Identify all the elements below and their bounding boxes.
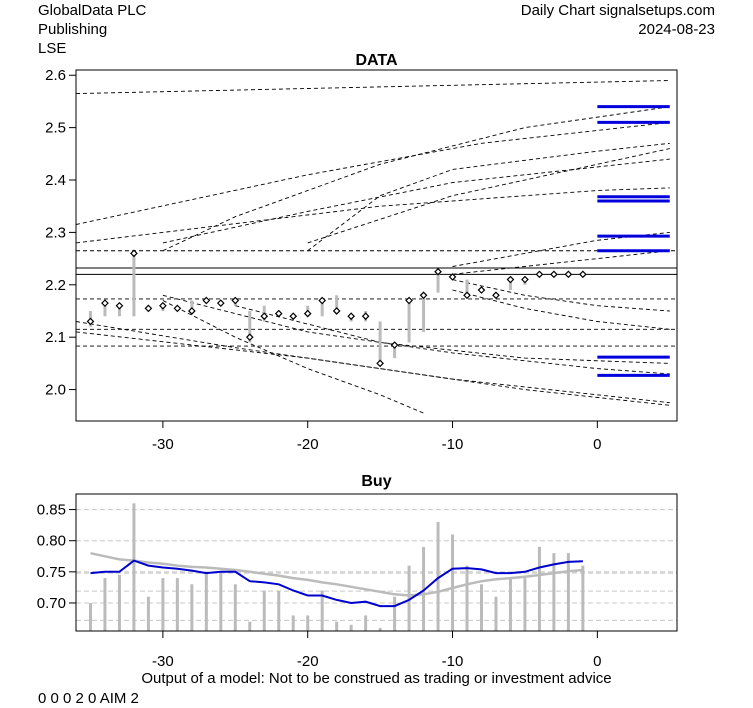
price-close-marker <box>521 275 529 284</box>
price-close-marker <box>463 291 471 300</box>
buy-x-tick-label: -20 <box>297 653 319 670</box>
price-close-marker <box>535 270 544 279</box>
dashed-trend-curve <box>235 305 670 364</box>
price-close-marker <box>86 317 95 326</box>
price-x-tick-label: 0 <box>593 436 601 453</box>
price-y-tick-label: 2.2 <box>45 277 66 294</box>
price-close-marker <box>564 270 573 279</box>
price-close-marker <box>405 296 413 305</box>
exchange-name: LSE <box>38 40 67 57</box>
dashed-trend-curve <box>452 279 670 312</box>
price-x-tick-label: -10 <box>442 436 464 453</box>
price-close-marker <box>332 307 341 315</box>
price-x-tick-label: -20 <box>297 436 319 453</box>
price-close-marker <box>492 291 500 300</box>
price-close-marker <box>434 267 442 276</box>
price-close-marker <box>216 299 225 307</box>
price-close-marker <box>376 359 384 368</box>
price-y-tick-label: 2.5 <box>45 120 66 137</box>
dashed-trend-curve <box>162 158 670 244</box>
price-close-marker <box>303 309 312 318</box>
price-plot-area <box>76 80 677 414</box>
price-y-tick-label: 2.3 <box>45 224 66 241</box>
dashed-trend-curve <box>162 300 424 414</box>
price-y-tick-label: 2.6 <box>45 67 66 84</box>
header-right: Daily Chart signalsetups.com 2024-08-23 <box>521 1 715 39</box>
disclaimer-text: Output of a model: Not to be construed a… <box>141 670 612 687</box>
price-close-marker <box>318 296 327 305</box>
dashed-trend-curve <box>162 106 670 252</box>
price-panel: DATA -30 -20 -10 0 2.0 2.1 2.2 2.3 2.4 2.5 2.6 <box>45 52 678 453</box>
dashed-trend-curve <box>76 187 670 244</box>
price-close-marker <box>202 296 211 305</box>
price-close-marker <box>130 249 138 258</box>
status-codes: 0 0 0 2 0 AIM 2 <box>38 690 139 707</box>
buy-x-tick-label: 0 <box>593 653 601 670</box>
price-close-marker <box>506 275 515 284</box>
price-plot-frame <box>75 69 678 422</box>
price-close-marker <box>419 291 428 300</box>
dashed-trend-curve <box>76 321 670 406</box>
price-close-marker <box>274 309 283 318</box>
buy-series-line-blue <box>90 559 583 608</box>
buy-panel: Buy -30 -20 -10 0 0.70 0.75 0.80 0.85 <box>37 473 678 670</box>
price-chart-title: DATA <box>355 52 398 69</box>
buy-y-tick-label: 0.70 <box>37 595 66 612</box>
dashed-trend-curve <box>162 294 670 375</box>
dashed-trend-curve <box>76 121 670 225</box>
price-y-tick-label: 2.4 <box>45 172 66 189</box>
price-close-marker <box>188 307 196 315</box>
price-y-tick-label: 2.1 <box>45 329 66 346</box>
buy-y-tick-label: 0.75 <box>37 564 66 581</box>
price-close-marker <box>159 301 167 310</box>
price-close-marker <box>245 333 254 342</box>
dashed-trend-curve <box>452 289 670 330</box>
company-name: GlobalData PLC <box>38 2 147 19</box>
buy-plot-frame <box>75 493 678 632</box>
price-close-marker <box>579 270 587 279</box>
buy-plot-area <box>76 503 677 631</box>
price-close-marker <box>347 312 356 321</box>
buy-x-tick-label: -30 <box>152 653 174 670</box>
price-close-marker <box>231 296 240 305</box>
price-close-marker <box>361 312 370 321</box>
price-close-marker <box>390 341 399 349</box>
dashed-trend-curve <box>76 331 670 404</box>
price-y-tick-label: 2.0 <box>45 382 66 399</box>
price-close-marker <box>550 270 558 279</box>
buy-y-tick-label: 0.85 <box>37 502 66 519</box>
price-close-marker <box>260 312 269 321</box>
price-close-marker <box>289 312 298 321</box>
site-name: Daily Chart signalsetups.com <box>520 2 715 19</box>
dashed-trend-curve <box>307 148 670 244</box>
dashed-trend-curve <box>76 80 670 95</box>
price-close-marker <box>115 301 124 310</box>
buy-chart-title: Buy <box>361 473 391 490</box>
price-close-marker <box>173 304 182 313</box>
dashed-trend-curve <box>307 142 670 252</box>
price-close-marker <box>448 273 457 281</box>
header-left: GlobalData PLC Publishing LSE <box>38 1 146 58</box>
buy-y-tick-label: 0.80 <box>37 533 66 550</box>
buy-x-tick-label: -10 <box>442 653 464 670</box>
price-close-marker <box>101 299 109 307</box>
buy-series-line-gray <box>90 551 584 597</box>
sector-name: Publishing <box>38 21 108 38</box>
price-x-tick-label: -30 <box>152 436 174 453</box>
chart-date: 2024-08-23 <box>638 21 715 38</box>
dashed-trend-curve <box>452 250 670 275</box>
price-close-marker <box>477 286 486 294</box>
price-close-marker <box>144 304 153 313</box>
